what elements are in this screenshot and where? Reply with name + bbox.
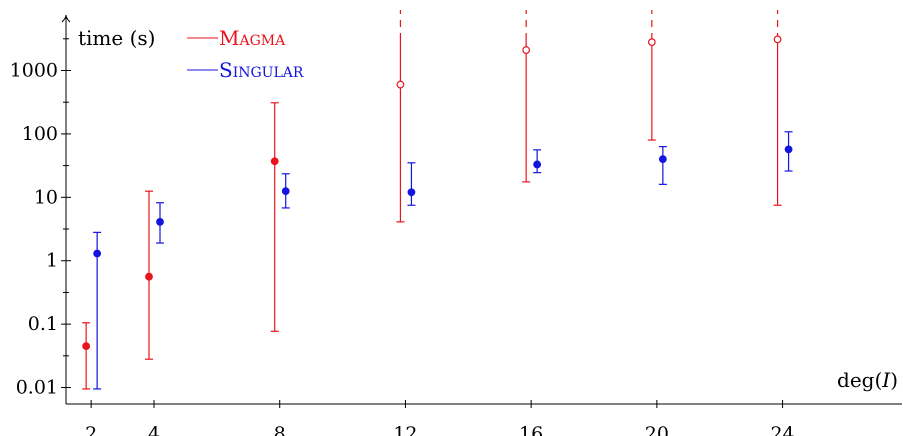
x-tick-label: 2 [85,423,97,436]
data-point-magma [773,35,782,44]
data-point-singular [281,187,290,196]
y-tick-label: 100 [22,123,58,145]
y-tick-label: 0.01 [16,377,58,399]
data-point-magma [82,342,91,351]
x-axis-label: deg(I) [837,368,898,392]
y-tick-label: 10 [34,186,58,208]
data-point-magma [270,157,279,166]
y-tick-label: 0.1 [28,313,58,335]
x-tick-label: 4 [148,423,160,436]
data-point-singular [156,217,164,226]
data-point-magma [396,80,405,89]
y-tick-label: 1 [46,250,58,272]
data-point-magma [647,38,656,47]
y-tick-label: 1000 [10,60,58,82]
x-tick-label: 12 [393,423,417,436]
y-axis-arrow-icon [61,14,71,23]
data-marks [82,10,793,390]
data-point-singular [658,155,667,164]
data-point-singular [784,145,793,154]
legend-label-magma: Magma [219,26,286,50]
data-point-magma [145,272,153,281]
x-tick-label: 20 [645,423,669,436]
x-tick-label: 8 [274,423,286,436]
y-axis-label: time (s) [78,26,155,50]
axes [61,14,902,405]
data-point-singular [93,249,102,258]
data-point-singular [407,188,416,197]
data-point-magma [522,46,531,54]
data-point-singular [533,160,542,169]
x-axis-label-text: deg(I) [837,368,898,392]
x-tick-label: 16 [519,423,543,436]
x-tick-label: 24 [770,423,794,436]
legend-label-singular: Singular [219,58,304,82]
legend: Magma Singular [187,26,304,82]
